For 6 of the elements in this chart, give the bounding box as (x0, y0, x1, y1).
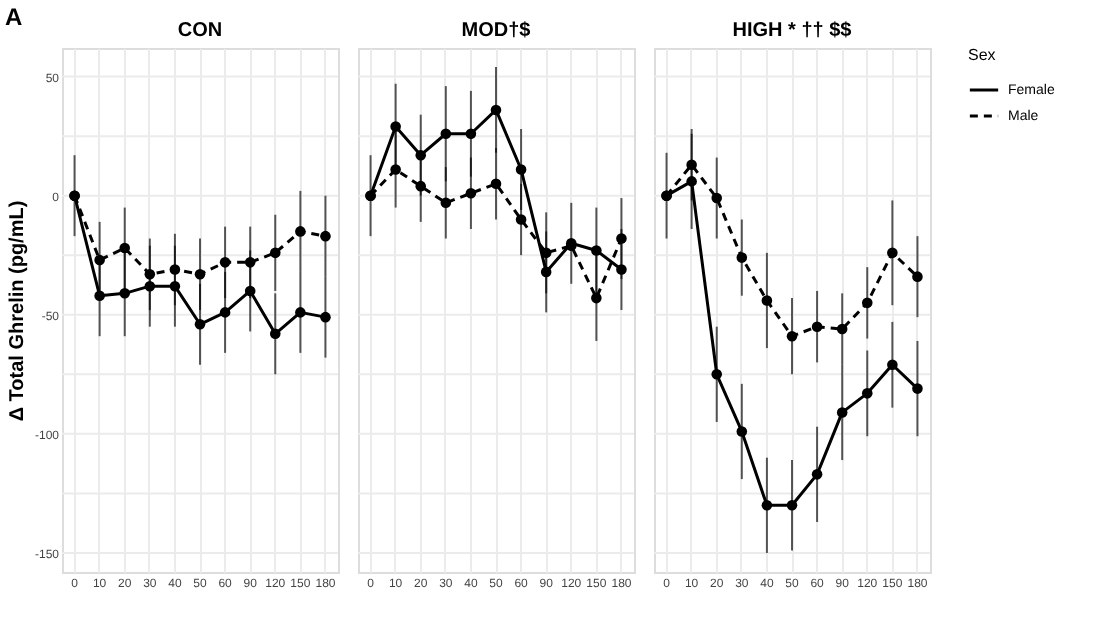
y-axis-title: Δ Total Ghrelin (pg/mL) (6, 200, 29, 422)
chart-title: MOD†$ (461, 20, 532, 42)
legend-title: Sex (968, 46, 996, 64)
chart-title: CON (177, 20, 223, 42)
chart-title: HIGH * †† $$ (732, 20, 853, 42)
text: A (4, 3, 23, 31)
